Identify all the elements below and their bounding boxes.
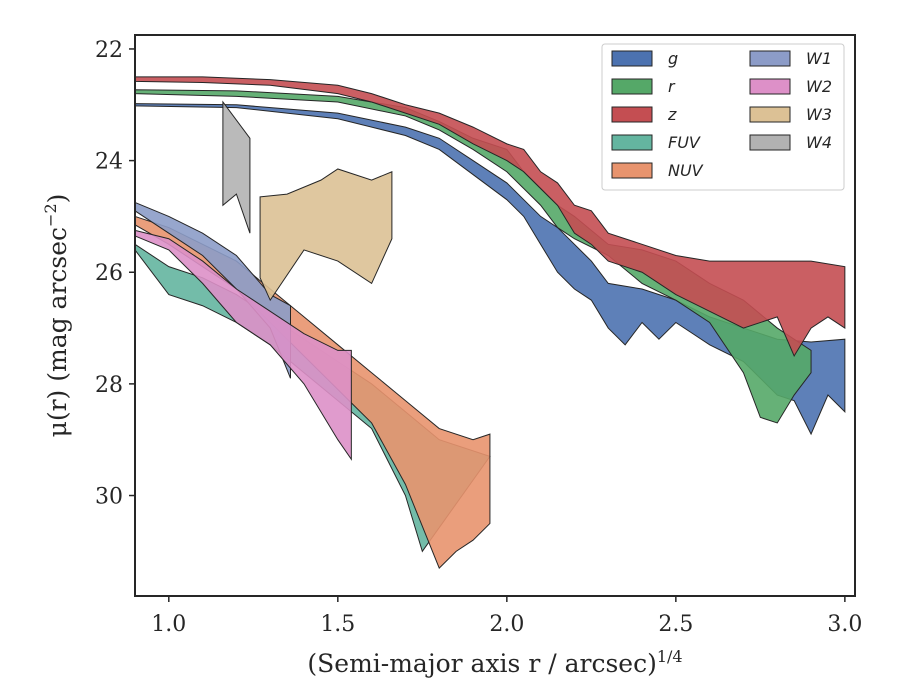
- legend-label: W2: [806, 77, 832, 96]
- y-tick-label: 22: [95, 38, 123, 63]
- x-tick-label: 2.0: [489, 612, 524, 637]
- y-tick-label: 28: [95, 373, 123, 398]
- series-area-w3: [259, 168, 393, 302]
- legend-label: r: [668, 77, 676, 96]
- legend-item: g: [611, 49, 678, 68]
- legend-label: W1: [806, 49, 832, 68]
- series-area-g: [134, 103, 846, 436]
- legend-label: W4: [806, 133, 832, 152]
- legend-swatch: [749, 106, 791, 123]
- x-tick-label: 1.0: [151, 612, 186, 637]
- legend-item: z: [611, 105, 677, 124]
- legend-swatch: [611, 78, 653, 95]
- legend-swatch: [749, 78, 791, 95]
- x-tick-label: 3.0: [827, 612, 862, 637]
- legend-item: FUV: [611, 133, 701, 152]
- x-tick-label: 2.5: [658, 612, 693, 637]
- y-tick-label: 26: [95, 261, 123, 286]
- x-axis-label: (Semi-major axis r / arcsec)1/4: [307, 647, 682, 678]
- legend-item: W4: [749, 133, 832, 152]
- legend-label: NUV: [668, 161, 704, 180]
- y-axis-label: μ(r) (mag arcsec−2): [41, 194, 72, 438]
- legend-label: z: [667, 105, 677, 124]
- legend-label: g: [668, 49, 678, 68]
- x-axis-ticks: 1.0 1.5 2.0 2.5 3.0: [151, 596, 862, 637]
- legend: grz FUV NUV W1 W2 W3 W4: [601, 43, 845, 191]
- legend-swatch: [611, 106, 653, 123]
- legend-swatch: [611, 50, 653, 67]
- y-tick-label: 24: [95, 150, 123, 175]
- legend-item: r: [611, 77, 676, 96]
- series-area-w4: [222, 100, 251, 234]
- legend-item: W2: [749, 77, 832, 96]
- series-area-z: [134, 76, 846, 358]
- legend-swatch: [611, 162, 653, 179]
- legend-item: W3: [749, 105, 832, 124]
- series-area-w2: [134, 229, 352, 461]
- series-areas: [134, 76, 846, 569]
- y-tick-label: 30: [95, 485, 123, 510]
- plot-frame: [134, 34, 856, 597]
- legend-swatch: [611, 134, 653, 151]
- legend-label: FUV: [668, 133, 701, 152]
- y-axis-ticks: 22 24 26 28 30: [95, 38, 135, 510]
- legend-label: W3: [806, 105, 832, 124]
- legend-item: W1: [749, 49, 832, 68]
- legend-item: NUV: [611, 161, 704, 180]
- series-area-w1: [134, 201, 291, 379]
- x-tick-label: 1.5: [320, 612, 355, 637]
- legend-swatch: [749, 134, 791, 151]
- legend-swatch: [749, 50, 791, 67]
